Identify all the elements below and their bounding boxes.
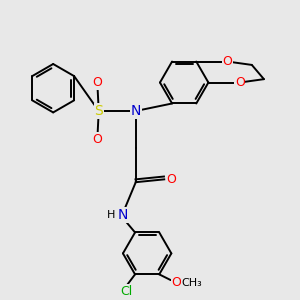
Text: O: O: [92, 133, 102, 146]
Text: O: O: [235, 76, 244, 89]
Text: O: O: [92, 76, 102, 89]
Text: O: O: [223, 55, 232, 68]
Text: O: O: [167, 173, 176, 186]
Text: Cl: Cl: [120, 285, 133, 298]
Text: H: H: [107, 210, 116, 220]
Text: N: N: [118, 208, 128, 222]
Text: S: S: [94, 104, 103, 118]
Text: CH₃: CH₃: [182, 278, 203, 288]
Text: O: O: [171, 276, 181, 290]
Text: N: N: [130, 104, 141, 118]
